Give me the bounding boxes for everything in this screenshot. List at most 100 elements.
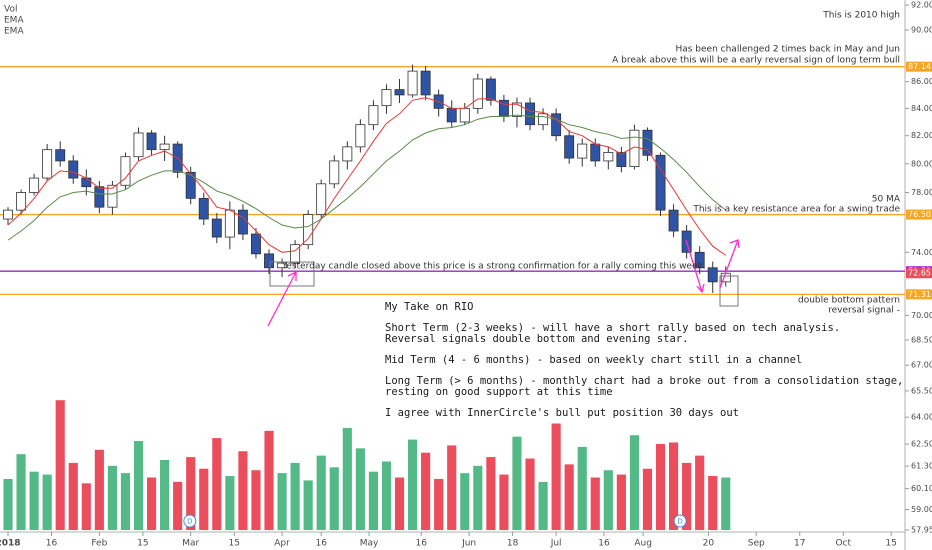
candle-body bbox=[146, 132, 157, 151]
annotations: This is 2010 high Has been challenged 2 … bbox=[281, 11, 901, 316]
candle-body bbox=[42, 149, 53, 179]
annotation: Has been challenged 2 times back in May … bbox=[675, 45, 900, 55]
y-tick-label: 64.00 bbox=[911, 413, 932, 422]
volume-bar bbox=[669, 442, 679, 530]
volume-bar bbox=[721, 477, 731, 530]
volume-bar bbox=[460, 473, 470, 530]
volume-bar bbox=[68, 462, 78, 530]
candle-body bbox=[264, 253, 274, 269]
y-tick-label: 84.00 bbox=[911, 104, 932, 113]
level-label: 71.31 bbox=[908, 290, 931, 299]
x-tick-label: Jun bbox=[461, 539, 476, 549]
volume-bar bbox=[447, 445, 457, 530]
level-label-bg bbox=[906, 209, 932, 220]
x-tick-label: Sep bbox=[748, 539, 765, 549]
volume-bar bbox=[525, 458, 535, 530]
candle-body bbox=[707, 267, 718, 283]
y-tick-label: 74.00 bbox=[911, 248, 932, 257]
ema-line bbox=[7, 97, 727, 256]
candle-body bbox=[81, 177, 92, 188]
y-tick-label: 67.00 bbox=[911, 361, 932, 370]
volume-bar bbox=[473, 465, 483, 530]
volume-bar bbox=[225, 476, 235, 530]
volume-bar bbox=[329, 467, 339, 530]
candle-body bbox=[525, 102, 535, 126]
y-tick-label: 61.30 bbox=[911, 462, 932, 471]
candle-body bbox=[420, 70, 431, 96]
candle-body bbox=[16, 192, 27, 211]
x-tick-label: 16 bbox=[416, 539, 428, 549]
candle-body bbox=[355, 124, 366, 148]
x-tick-label: 15 bbox=[137, 539, 148, 549]
candle-body bbox=[211, 218, 222, 238]
arrow bbox=[267, 270, 297, 327]
volume-bar bbox=[342, 427, 352, 530]
volume-bar bbox=[173, 481, 183, 530]
candle-body bbox=[381, 89, 392, 107]
candle-body bbox=[198, 197, 209, 220]
candle-body bbox=[394, 89, 405, 96]
note: resting on good support at this time bbox=[385, 386, 613, 398]
note: I agree with InnerCircle's bull put posi… bbox=[385, 407, 739, 419]
volume-bar bbox=[642, 468, 653, 530]
annotation: Yesterday candle closed above this price… bbox=[281, 262, 706, 272]
volume-bar bbox=[160, 460, 170, 530]
x-tick-label: 16 bbox=[315, 539, 327, 549]
volume-bar bbox=[107, 465, 117, 530]
y-tick-label: 78.00 bbox=[911, 188, 932, 197]
volume-bar bbox=[708, 476, 718, 530]
levels bbox=[0, 66, 905, 296]
y-tick-label: 82.00 bbox=[911, 131, 932, 140]
candle-body bbox=[472, 78, 483, 109]
volume-bar bbox=[590, 477, 600, 530]
volume-bar bbox=[695, 455, 705, 530]
volume-bar bbox=[603, 470, 613, 530]
volume-bar bbox=[94, 449, 104, 530]
notes: My Take on RIO Short Term (2-3 weeks) - … bbox=[385, 301, 903, 419]
candle-body bbox=[564, 135, 575, 159]
candle-body bbox=[551, 113, 562, 137]
y-tick-label: 59.00 bbox=[911, 505, 932, 514]
x-tick-label: 15 bbox=[885, 539, 896, 549]
volume-bar bbox=[146, 477, 157, 530]
x-tick-label: 18 bbox=[507, 539, 519, 549]
x-tick-label: Jul bbox=[550, 539, 562, 549]
volume-bar bbox=[368, 471, 378, 530]
volume-bar bbox=[655, 443, 666, 530]
volume-bar bbox=[512, 436, 522, 530]
volume-bar bbox=[29, 471, 39, 530]
candle-body bbox=[290, 244, 301, 264]
level-label-bg bbox=[906, 61, 932, 72]
volume-bar bbox=[290, 462, 300, 530]
annotation: A break above this will be a early rever… bbox=[612, 56, 900, 66]
volume-bar bbox=[133, 441, 144, 530]
legend-entry: EMA bbox=[4, 27, 24, 37]
x-tick-label: 2018 bbox=[0, 539, 21, 549]
x-tick-label: 15 bbox=[228, 539, 239, 549]
volume-bar bbox=[682, 462, 692, 530]
volume-bar bbox=[251, 470, 261, 530]
x-tick-label: 17 bbox=[794, 539, 805, 549]
y-tick-label: 57.95 bbox=[911, 525, 932, 534]
volume-bar bbox=[199, 468, 209, 530]
candles bbox=[3, 64, 731, 293]
volume-bar bbox=[81, 483, 91, 530]
volume-bar bbox=[381, 461, 392, 530]
candle-body bbox=[668, 209, 679, 232]
ema-line bbox=[7, 114, 727, 241]
candle-body bbox=[590, 143, 601, 162]
volume-bar bbox=[538, 481, 548, 530]
candle-body bbox=[159, 143, 170, 151]
candle-body bbox=[407, 70, 418, 96]
y-tick-label: 92.00 bbox=[911, 1, 932, 10]
x-tick-label: Feb bbox=[91, 539, 107, 549]
candle-body bbox=[250, 233, 261, 255]
level-label-bg bbox=[906, 289, 932, 300]
candle-body bbox=[133, 132, 144, 158]
x-tick-label: 16 bbox=[598, 539, 610, 549]
